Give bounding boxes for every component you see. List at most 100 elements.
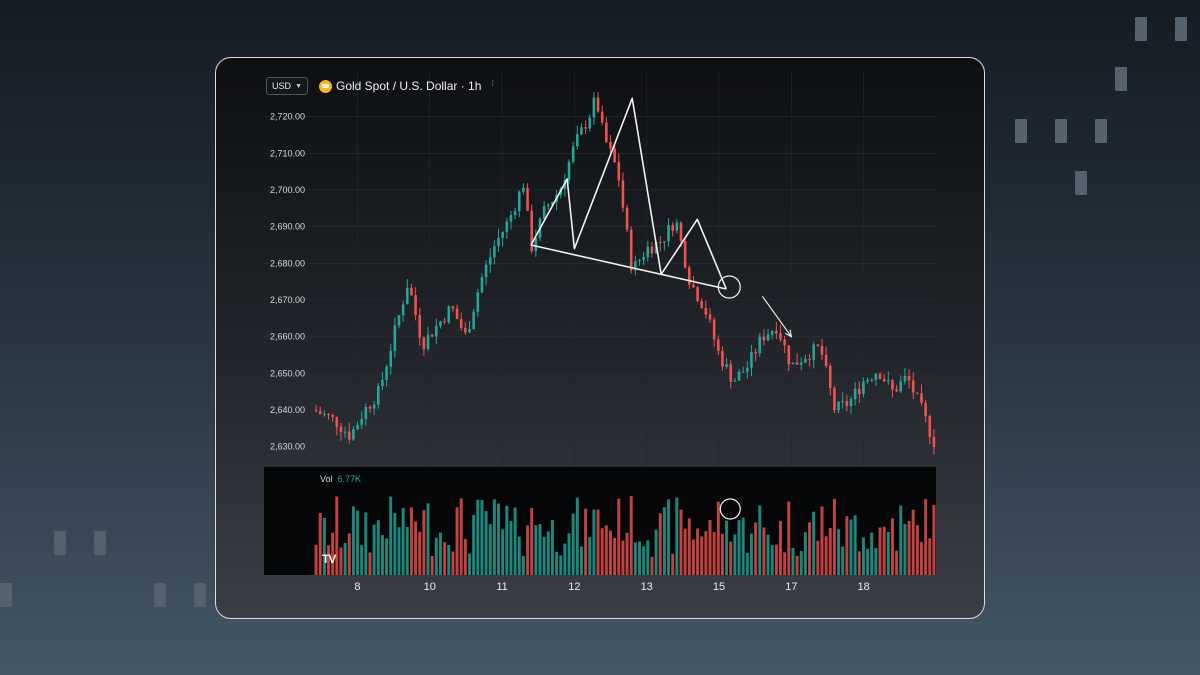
candle-body [488,257,492,265]
volume-bar [696,528,700,575]
volume-bar [849,519,853,575]
candle-body [464,327,467,333]
volume-bar [870,532,874,575]
volume-bar [924,499,928,575]
volume-bar [625,532,629,575]
x-tick-label: 18 [858,581,870,593]
candle-body [347,431,351,440]
volume-bar [364,512,368,575]
neckline [530,244,727,290]
volume-bar [779,520,782,575]
candle-body [629,229,633,271]
chart-card: 2,630.00 2,640.00 2,650.00 2,660.00 2,670.00… [215,57,985,619]
volume-bar [571,513,575,575]
candle-body [534,237,538,252]
candle-body [422,337,426,350]
volume-bar [654,529,658,575]
candle-body [754,352,757,354]
candle-body [352,429,355,440]
volume-bar [667,499,671,575]
candle-body [542,206,546,219]
volume-pane-background [264,467,936,575]
volume-bar [845,516,849,575]
volume-bar [650,556,654,575]
candle-body [924,402,927,417]
y-tick-label: 2,650.00 [270,368,305,378]
candle-body [472,311,475,330]
candle-body [638,260,641,262]
candle-body [418,314,422,338]
volume-bar [414,521,418,575]
volume-bar [447,544,451,575]
candle-body [683,240,687,268]
volume-bar [733,534,737,575]
candle-body [397,315,401,326]
volume-bar [393,512,397,575]
volume-bar [646,540,650,575]
candle-body [356,424,359,430]
candle-body [484,264,488,278]
symbol-title[interactable]: Gold Spot / U.S. Dollar · 1h [336,79,482,93]
candle-body [741,371,745,373]
x-tick-label: 8 [354,581,360,593]
volume-bar [861,537,865,575]
candle-body [364,406,368,420]
candle-body [799,362,803,365]
candle-body [368,406,372,409]
candle-body [480,277,484,293]
candle-body [576,134,579,147]
volume-bar [505,505,509,575]
candle-body [903,376,907,382]
volume-bar [716,501,720,575]
candle-body [708,314,712,320]
candle-body [833,388,836,411]
volume-bar [907,520,911,575]
candle-body [600,111,604,123]
candle-body [526,187,529,211]
volume-bar [339,547,343,575]
volume-bar [401,508,405,575]
volume-bar [828,527,832,575]
candle-body [406,287,409,305]
candle-body [700,301,703,308]
volume-bar [426,503,430,575]
volume-bar [853,515,857,575]
volume-bar [857,551,861,575]
y-tick-label: 2,690.00 [270,222,305,232]
volume-bar [451,551,455,575]
volume-bar [327,545,330,575]
volume-bar [322,517,326,575]
candle-body [430,334,434,337]
candle-body [779,333,782,340]
y-tick-label: 2,700.00 [270,185,305,195]
candle-body [911,380,915,393]
volume-bar [774,544,778,575]
candle-body [389,350,392,367]
volume-bar [434,537,438,575]
candle-body [596,97,600,112]
candle-body [646,246,650,258]
candle-body [804,358,807,363]
candle-body [787,345,791,365]
volume-bar [754,522,758,575]
volume-bar [890,518,894,575]
volume-bar [542,536,546,575]
candle-body [331,415,334,417]
candle-body [547,204,550,207]
volume-bar [770,545,774,575]
candle-body [816,344,820,346]
volume-highlight-circle [719,498,741,520]
candle-body [696,287,699,302]
volume-bar [335,496,339,575]
candle-body [862,381,865,395]
volume-bar [808,522,812,575]
candle-body [721,350,724,367]
candle-body [451,306,455,309]
candle-body [746,367,749,372]
currency-select[interactable]: USD ▼ [266,77,308,95]
volume-bar [700,536,704,575]
volume-bar [360,545,364,575]
volume-bar [886,531,890,575]
volume-bar [903,524,907,575]
candle-body [335,416,339,427]
